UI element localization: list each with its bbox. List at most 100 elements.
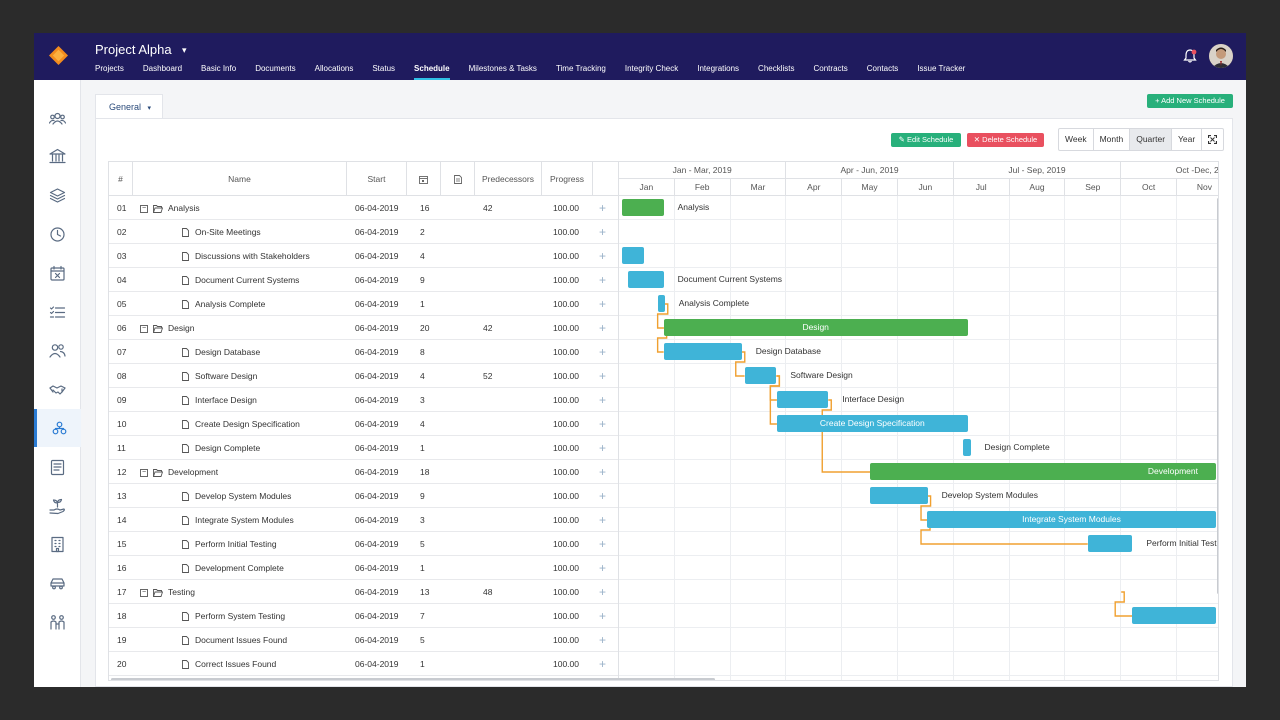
task-row[interactable]: 13 Develop System Modules 06-04-2019 9 100.0…	[109, 484, 618, 508]
gantt-summary-bar[interactable]: Development	[870, 463, 1216, 480]
task-row[interactable]: 01 − Analysis 06-04-2019 16 42 100.00 +	[109, 196, 618, 220]
gantt-task-bar[interactable]	[1132, 607, 1216, 624]
nav-tab-schedule[interactable]: Schedule	[414, 60, 450, 80]
task-name[interactable]: On-Site Meetings	[140, 220, 261, 244]
nav-tab-status[interactable]: Status	[372, 64, 396, 73]
task-name[interactable]: Design Complete	[140, 436, 260, 460]
column-header-number[interactable]: #	[109, 162, 133, 196]
task-name[interactable]: − Analysis	[140, 196, 200, 220]
column-header-duration[interactable]	[407, 162, 441, 196]
task-name[interactable]: Interface Design	[140, 388, 257, 412]
nav-tab-basic-info[interactable]: Basic Info	[201, 64, 237, 73]
add-subtask-icon[interactable]: +	[599, 609, 607, 623]
add-subtask-icon[interactable]: +	[599, 561, 607, 575]
task-row[interactable]: 09 Interface Design 06-04-2019 3 100.00 +	[109, 388, 618, 412]
delete-schedule-button[interactable]: ✕ Delete Schedule	[967, 133, 1044, 147]
bell-icon[interactable]	[1182, 48, 1198, 64]
gantt-task-bar[interactable]	[621, 247, 645, 264]
task-row[interactable]: 07 Design Database 06-04-2019 8 100.00 +	[109, 340, 618, 364]
horizontal-scrollbar[interactable]	[111, 678, 715, 680]
nav-tab-contracts[interactable]: Contracts	[813, 64, 848, 73]
task-name[interactable]: Software Design	[140, 364, 257, 388]
dependency-link[interactable]	[735, 351, 746, 377]
sidebar-item-car[interactable]	[34, 565, 81, 603]
column-header-predecessors[interactable]: Predecessors	[475, 162, 542, 196]
sidebar-item-ledger[interactable]	[34, 448, 81, 486]
edit-schedule-button[interactable]: ✎ Edit Schedule	[891, 133, 961, 147]
gantt-summary-bar[interactable]	[621, 199, 664, 216]
task-name[interactable]: Perform System Testing	[140, 604, 285, 628]
add-subtask-icon[interactable]: +	[599, 657, 607, 671]
task-row[interactable]: 11 Design Complete 06-04-2019 1 100.00 +	[109, 436, 618, 460]
nav-tab-allocations[interactable]: Allocations	[314, 64, 354, 73]
nav-tab-integrity-check[interactable]: Integrity Check	[624, 64, 679, 73]
task-row[interactable]: 20 Correct Issues Found 06-04-2019 1 100.00 +	[109, 652, 618, 676]
nav-tab-contacts[interactable]: Contacts	[866, 64, 899, 73]
add-subtask-icon[interactable]: +	[599, 321, 607, 335]
add-subtask-icon[interactable]: +	[599, 369, 607, 383]
user-avatar[interactable]	[1209, 44, 1233, 68]
gantt-task-bar[interactable]	[663, 343, 742, 360]
nav-tab-issue-tracker[interactable]: Issue Tracker	[917, 64, 966, 73]
dependency-link[interactable]	[821, 399, 871, 473]
fullscreen-button[interactable]	[1202, 129, 1223, 150]
nav-tab-checklists[interactable]: Checklists	[758, 64, 795, 73]
task-row[interactable]: 17 − Testing 06-04-2019 13 48 100.00 +	[109, 580, 618, 604]
nav-tab-documents[interactable]: Documents	[255, 64, 296, 73]
task-row[interactable]: 08 Software Design 06-04-2019 4 52 100.00 +	[109, 364, 618, 388]
task-name[interactable]: Create Design Specification	[140, 412, 300, 436]
sidebar-item-bank[interactable]	[34, 138, 81, 176]
vertical-scrollbar[interactable]	[1217, 198, 1218, 594]
task-row[interactable]: 05 Analysis Complete 06-04-2019 1 100.00 +	[109, 292, 618, 316]
nav-tab-time-tracking[interactable]: Time Tracking	[555, 64, 606, 73]
task-name[interactable]: Discussions with Stakeholders	[140, 244, 310, 268]
sidebar-item-clock[interactable]	[34, 215, 81, 253]
task-name[interactable]: Integrate System Modules	[140, 508, 294, 532]
nav-tab-dashboard[interactable]: Dashboard	[142, 64, 183, 73]
task-row[interactable]: 18 Perform System Testing 06-04-2019 7 100.0…	[109, 604, 618, 628]
collapse-toggle-icon[interactable]: −	[140, 204, 148, 213]
sidebar-item-checklist[interactable]	[34, 293, 81, 331]
column-header-notes[interactable]	[441, 162, 475, 196]
gantt-task-bar[interactable]	[744, 367, 777, 384]
task-name[interactable]: Correct Issues Found	[140, 652, 276, 676]
add-subtask-icon[interactable]: +	[599, 273, 607, 287]
collapse-toggle-icon[interactable]: −	[140, 468, 148, 477]
task-row[interactable]: 15 Perform Initial Testing 06-04-2019 5 100.…	[109, 532, 618, 556]
sidebar-item-team[interactable]	[34, 99, 81, 137]
task-name[interactable]: Perform Initial Testing	[140, 532, 277, 556]
collapse-toggle-icon[interactable]: −	[140, 588, 148, 597]
zoom-month-button[interactable]: Month	[1094, 129, 1131, 150]
dependency-link[interactable]	[769, 375, 781, 425]
task-row[interactable]: 10 Create Design Specification 06-04-2019 4…	[109, 412, 618, 436]
task-row[interactable]: 06 − Design 06-04-2019 20 42 100.00 +	[109, 316, 618, 340]
task-name[interactable]: Document Current Systems	[140, 268, 299, 292]
task-row[interactable]: 03 Discussions with Stakeholders 06-04-201…	[109, 244, 618, 268]
add-subtask-icon[interactable]: +	[599, 537, 607, 551]
column-header-start[interactable]: Start	[347, 162, 407, 196]
sidebar-item-calendar-x[interactable]	[34, 254, 81, 292]
task-name[interactable]: − Design	[140, 316, 194, 340]
task-name[interactable]: Develop System Modules	[140, 484, 291, 508]
gantt-task-bar[interactable]	[628, 271, 664, 288]
add-subtask-icon[interactable]: +	[599, 225, 607, 239]
gantt-task-bar[interactable]: Create Design Specification	[776, 415, 968, 432]
add-subtask-icon[interactable]: +	[599, 489, 607, 503]
sidebar-item-users[interactable]	[34, 332, 81, 370]
add-subtask-icon[interactable]: +	[599, 201, 607, 215]
sidebar-item-people-group[interactable]	[34, 603, 81, 641]
add-subtask-icon[interactable]: +	[599, 633, 607, 647]
add-subtask-icon[interactable]: +	[599, 297, 607, 311]
gantt-summary-bar[interactable]: Design	[663, 319, 968, 336]
task-row[interactable]: 04 Document Current Systems 06-04-2019 9 100…	[109, 268, 618, 292]
add-subtask-icon[interactable]: +	[599, 393, 607, 407]
project-dropdown-caret-icon[interactable]: ▾	[182, 45, 187, 55]
task-name[interactable]: Development Complete	[140, 556, 284, 580]
task-row[interactable]: 14 Integrate System Modules 06-04-2019 3 100…	[109, 508, 618, 532]
add-subtask-icon[interactable]: +	[599, 513, 607, 527]
dependency-link[interactable]	[1114, 591, 1133, 617]
task-row[interactable]: 12 − Development 06-04-2019 18 100.00 +	[109, 460, 618, 484]
gantt-task-bar[interactable]	[1087, 535, 1133, 552]
add-subtask-icon[interactable]: +	[599, 441, 607, 455]
sidebar-item-building[interactable]	[34, 526, 81, 564]
